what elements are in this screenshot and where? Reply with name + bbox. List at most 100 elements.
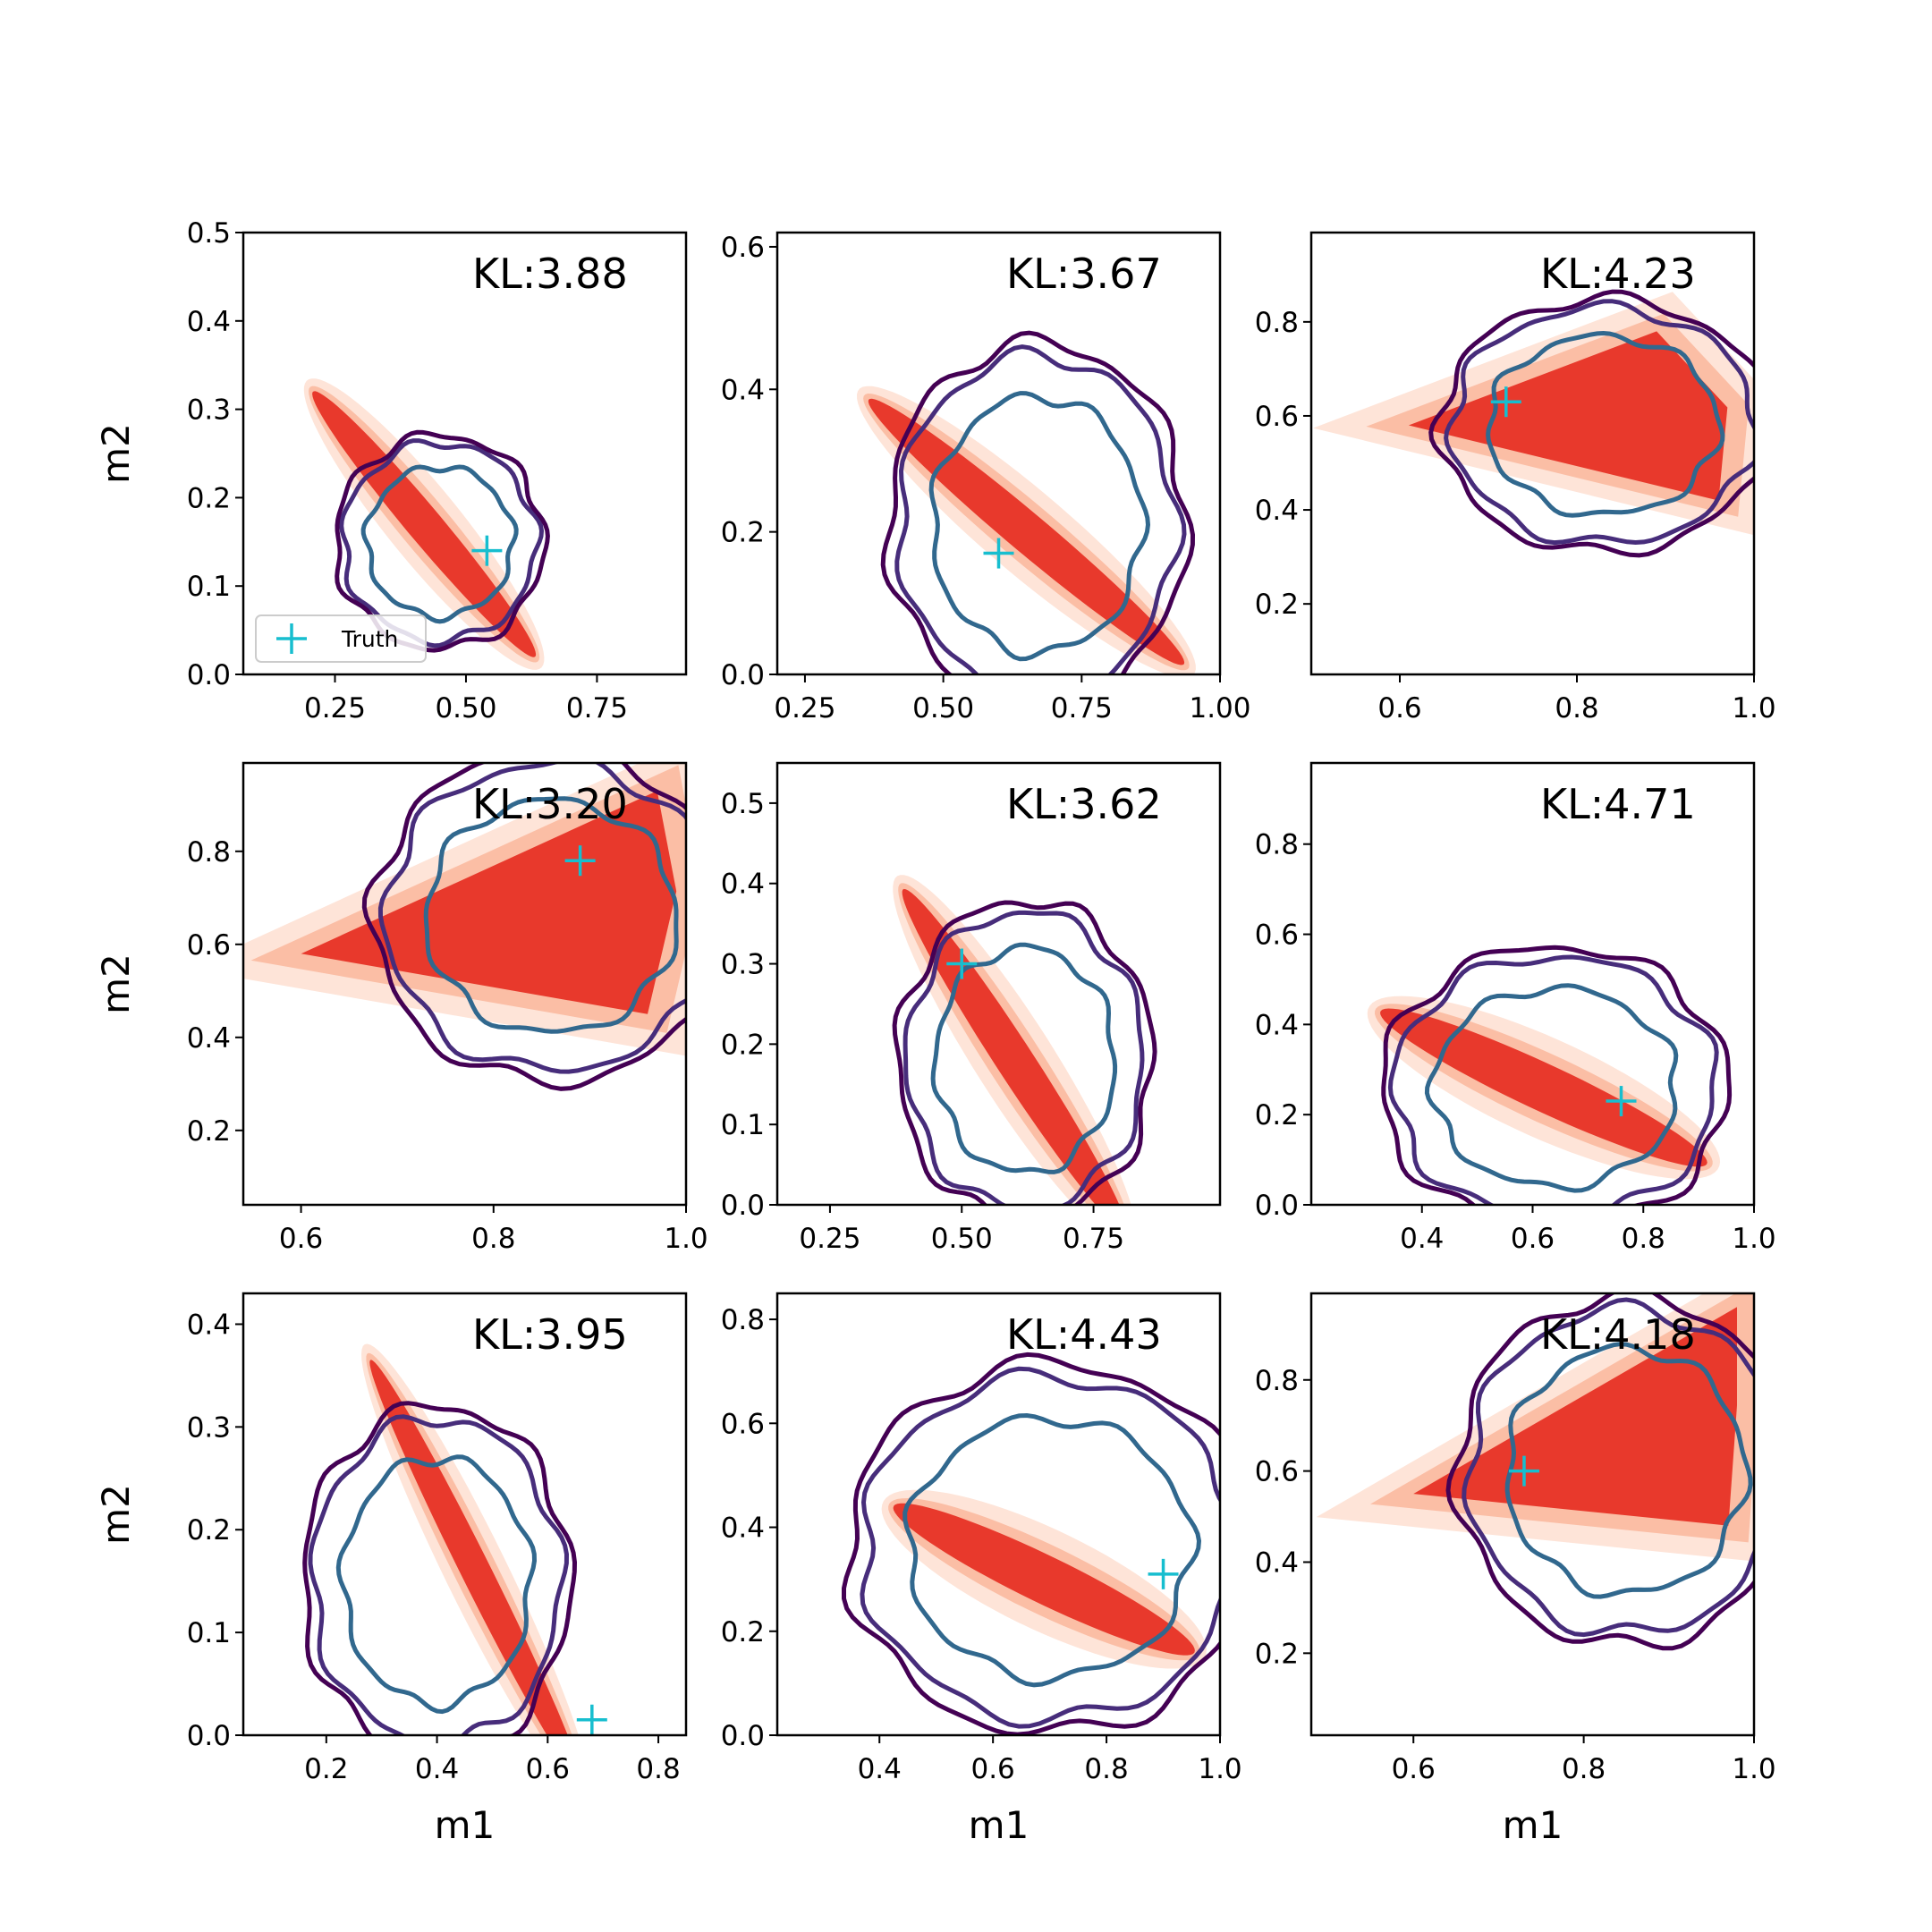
y-tick-label: 0.2 <box>1255 1099 1299 1131</box>
x-axis-label: m1 <box>969 1803 1030 1847</box>
truth-marker <box>1508 1455 1539 1487</box>
y-tick-label: 0.0 <box>721 659 765 691</box>
subplot-3: 0.6 0.8 1.0 0.2 0.4 0.6 0.8 KL:4.23 <box>1255 231 1776 724</box>
contour-mid <box>308 1414 570 1735</box>
plus-marker-icon <box>276 623 307 654</box>
density-region-inner <box>369 1360 568 1735</box>
x-tick-label: 0.50 <box>435 692 496 724</box>
truth-marker <box>471 535 503 566</box>
density-region-inner <box>312 391 537 657</box>
x-tick-label: 1.0 <box>1732 1223 1775 1255</box>
y-tick-label: 0.6 <box>1255 1456 1299 1488</box>
x-tick-label: 0.4 <box>1400 1223 1444 1255</box>
contour-mid <box>1387 954 1719 1205</box>
contour-mid <box>1462 1297 1754 1638</box>
subplot-5: 0.25 0.50 0.75 0.0 0.1 0.2 0.3 0.4 0.5 KL:3.62 <box>721 761 1222 1255</box>
x-tick-label: 0.8 <box>1562 1753 1606 1785</box>
density-region-inner <box>1413 1307 1737 1526</box>
subplot-4: 0.6 0.8 1.0 0.2 0.4 0.6 0.8 KL:3.20 m2 <box>94 761 708 1255</box>
y-tick-label: 0.0 <box>721 1720 765 1752</box>
density-region-inner <box>1380 1008 1707 1167</box>
plot-area <box>842 1352 1220 1735</box>
contour-mid <box>902 910 1145 1205</box>
subplot-6: 0.4 0.6 0.8 1.0 0.0 0.2 0.4 0.6 0.8 KL:4.71 <box>1255 761 1776 1255</box>
x-tick-label: 0.2 <box>304 1753 348 1785</box>
x-tick-label: 0.8 <box>636 1753 680 1785</box>
kl-annotation: KL:4.18 <box>1540 1310 1696 1359</box>
truth-marker <box>946 948 978 979</box>
legend-box <box>255 614 427 663</box>
subplot-8: 0.4 0.6 0.8 1.0 0.0 0.2 0.4 0.6 0.8 KL:4.43 m1 <box>721 1292 1242 1847</box>
y-tick-label: 0.2 <box>1255 589 1299 621</box>
legend: Truth <box>255 614 427 663</box>
y-tick-label: 0.5 <box>187 217 231 250</box>
y-tick-label: 0.6 <box>1255 401 1299 433</box>
y-tick-label: 0.0 <box>187 1720 231 1752</box>
y-tick-label: 0.1 <box>187 571 231 603</box>
y-tick-label: 0.3 <box>187 394 231 427</box>
x-tick-label: 1.0 <box>1732 1753 1775 1785</box>
x-tick-label: 0.25 <box>774 692 835 724</box>
contour-outer <box>880 330 1196 674</box>
y-tick-label: 0.3 <box>721 949 765 981</box>
y-axis-label: m2 <box>94 423 138 484</box>
axes-frame <box>242 231 688 676</box>
subplot-9: 0.6 0.8 1.0 0.2 0.4 0.6 0.8 KL:4.18 m1 <box>1255 1292 1776 1847</box>
contour-mid <box>377 763 686 1074</box>
plot-area <box>857 330 1196 674</box>
density-region-inner <box>893 1503 1195 1656</box>
plot-area <box>302 1343 579 1735</box>
y-tick-label: 0.4 <box>1255 1546 1299 1579</box>
contour-inner <box>1486 330 1725 518</box>
x-axis-label: m1 <box>435 1803 496 1847</box>
y-tick-label: 0.2 <box>721 1616 765 1648</box>
truth-marker <box>1490 386 1521 418</box>
axes-frame <box>1309 1292 1756 1737</box>
y-tick-label: 0.2 <box>721 1029 765 1061</box>
truth-marker <box>1148 1558 1179 1589</box>
plot-area <box>892 875 1157 1205</box>
y-axis-label: m2 <box>94 953 138 1014</box>
density-region-inner <box>868 398 1185 665</box>
y-tick-label: 0.8 <box>1255 829 1299 861</box>
contour-inner <box>335 1454 538 1715</box>
y-tick-label: 0.0 <box>187 659 231 691</box>
kl-annotation: KL:3.95 <box>472 1310 628 1359</box>
y-tick-label: 0.4 <box>721 374 765 406</box>
plot-area <box>303 378 550 670</box>
x-tick-label: 0.6 <box>526 1753 570 1785</box>
x-tick-label: 0.25 <box>799 1223 860 1255</box>
y-tick-label: 0.5 <box>721 788 765 820</box>
axes-frame <box>242 761 688 1207</box>
axes-frame <box>775 1292 1222 1737</box>
contour-inner <box>1424 983 1679 1193</box>
contour-outer <box>1445 1293 1754 1651</box>
y-tick-label: 0.8 <box>187 836 231 869</box>
legend-label: Truth <box>341 626 398 652</box>
density-region-inner <box>301 791 677 1014</box>
y-tick-label: 0.6 <box>721 1408 765 1440</box>
x-tick-label: 0.6 <box>1511 1223 1555 1255</box>
y-axis-label: m2 <box>94 1484 138 1545</box>
contour-inner <box>902 1412 1202 1688</box>
truth-marker <box>576 1704 607 1735</box>
contour-inner <box>928 391 1151 662</box>
subplot-1: 0.25 0.50 0.75 0.0 0.1 0.2 0.3 0.4 0.5 KL:3.88 m2 T… <box>94 217 688 724</box>
truth-marker <box>564 845 596 877</box>
kl-annotation: KL:3.88 <box>472 250 628 298</box>
y-tick-label: 0.1 <box>721 1109 765 1141</box>
contour-inner <box>360 464 519 624</box>
x-tick-label: 0.8 <box>1555 692 1598 724</box>
contour-mid <box>1444 299 1754 546</box>
axes-frame <box>1309 231 1756 676</box>
y-tick-label: 0.8 <box>1255 307 1299 339</box>
contour-outer <box>842 1352 1220 1735</box>
x-tick-label: 0.4 <box>415 1753 459 1785</box>
contour-mid <box>860 1366 1220 1729</box>
y-tick-label: 0.6 <box>1255 919 1299 952</box>
x-tick-label: 0.8 <box>1084 1753 1128 1785</box>
x-tick-label: 1.0 <box>1732 692 1775 724</box>
kl-annotation: KL:3.20 <box>472 780 628 828</box>
plot-area <box>1367 945 1733 1205</box>
